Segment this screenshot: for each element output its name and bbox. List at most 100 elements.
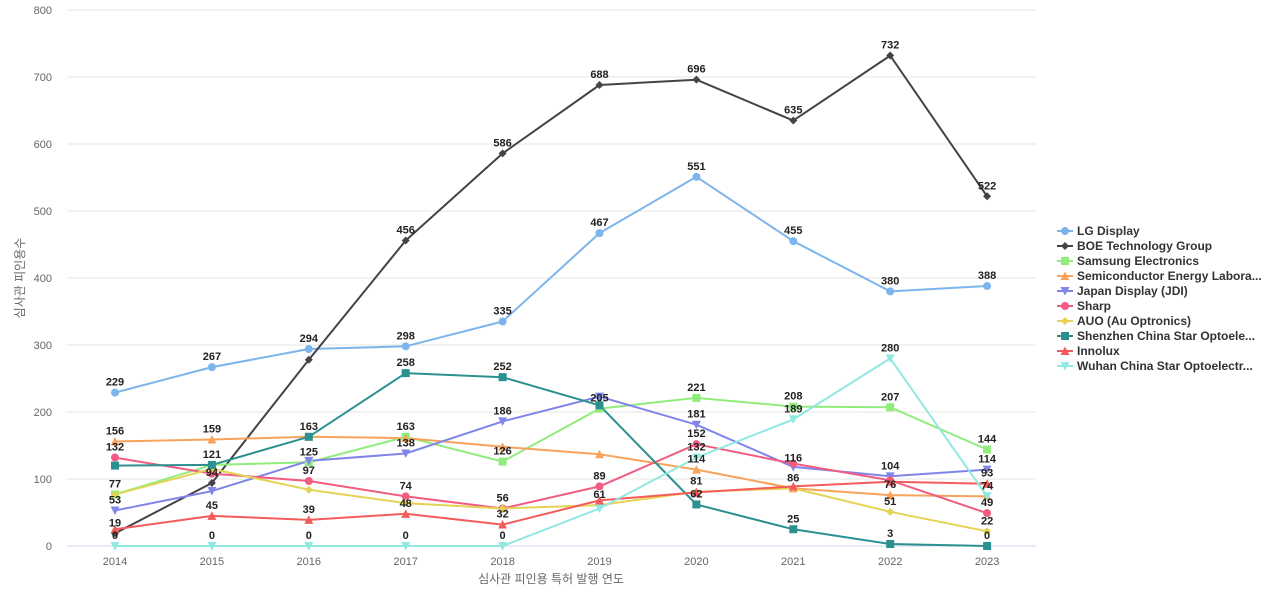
legend-symbol [1060,271,1070,280]
series-lines [114,54,988,547]
data-point [498,442,508,451]
legend-item[interactable]: Shenzhen China Star Optoele... [1057,329,1255,343]
data-label: 163 [300,421,318,433]
data-point [886,507,895,516]
y-axis-title: 심사관 피인용수 [13,238,27,319]
x-tick-label: 2020 [684,556,708,568]
data-label: 74 [981,480,994,492]
data-point [304,542,314,551]
data-point [595,392,604,402]
legend-label: AUO (Au Optronics) [1077,314,1191,328]
data-label: 104 [881,460,900,472]
data-label: 89 [593,470,605,482]
data-labels: 229 267 294 298 335 467 551 455 380 388 19 94 456 586… [106,40,997,542]
data-point [983,445,992,454]
legend-item[interactable]: AUO (Au Optronics) [1057,314,1191,328]
data-label: 467 [590,217,608,229]
legend-item[interactable]: Innolux [1057,344,1120,358]
data-label: 0 [209,530,215,542]
legend-label: Japan Display (JDI) [1077,284,1188,298]
data-label: 221 [687,382,705,394]
data-point [789,402,798,411]
data-label: 3 [887,528,893,540]
data-point [983,192,992,201]
data-label: 186 [493,405,511,417]
legend-symbol [1060,346,1070,355]
x-axis-title: 심사관 피인용 특허 발행 연도 [478,571,624,586]
data-label: 48 [400,498,412,510]
data-label: 19 [109,517,121,529]
data-point [207,479,216,488]
series-line [114,443,988,515]
data-point [983,509,992,518]
data-point [788,481,798,491]
series-line [114,372,988,547]
data-point [982,465,992,475]
data-point [885,354,895,363]
data-label: 77 [109,478,121,490]
data-point [401,342,410,351]
data-point [207,434,217,444]
data-point [401,433,411,443]
legend-item[interactable]: Semiconductor Energy Labora... [1057,269,1262,283]
series-line [114,54,988,535]
series-line [115,357,988,547]
x-tick-label: 2016 [297,556,321,568]
data-label: 32 [496,509,508,521]
data-label: 298 [397,330,415,342]
data-point [692,75,701,84]
data-point [110,524,120,534]
data-label: 267 [203,351,221,363]
data-point [498,504,507,513]
y-tick-label: 500 [34,206,52,218]
data-point [788,415,798,424]
data-point [304,515,314,524]
data-label: 280 [881,342,899,354]
data-label: 294 [300,333,319,345]
data-label: 380 [881,275,899,287]
data-point [595,482,604,491]
legend-label: Sharp [1077,299,1111,313]
data-label: 132 [106,442,124,454]
data-label: 732 [881,40,899,52]
data-point [498,457,507,466]
legend-item[interactable]: Japan Display (JDI) [1057,284,1188,298]
series-line [114,467,988,533]
y-tick-label: 200 [34,407,52,419]
data-label: 81 [690,476,702,488]
data-point [595,81,604,90]
data-label: 258 [397,357,415,369]
legend-item[interactable]: LG Display [1057,224,1140,238]
legend-symbol [1061,317,1069,325]
legend-item[interactable]: Wuhan China Star Optoelectr... [1057,359,1253,373]
data-point [207,511,217,520]
data-label: 22 [981,515,993,527]
legend-item[interactable]: Samsung Electronics [1057,254,1199,268]
data-point [110,506,120,515]
legend-symbol [1061,332,1069,340]
legend-symbol [1060,362,1070,371]
x-tick-label: 2023 [975,556,999,568]
data-label: 635 [784,105,802,117]
legend-item[interactable]: Sharp [1057,299,1111,313]
data-label: 45 [206,500,218,512]
data-label: 114 [978,454,997,466]
data-point [304,456,314,466]
data-label: 696 [687,64,705,76]
y-tick-label: 400 [34,273,52,285]
data-label: 252 [493,361,511,373]
data-point [885,490,895,500]
data-point [691,487,701,497]
data-point [886,403,895,412]
data-point [207,460,216,469]
data-point [207,363,216,372]
data-point [401,499,410,508]
data-label: 116 [784,452,802,464]
series-line [114,480,988,531]
data-point [692,172,701,181]
data-point [304,345,313,354]
legend-item[interactable]: BOE Technology Group [1057,239,1212,253]
legend-symbol [1060,287,1070,296]
data-label: 74 [400,480,413,492]
